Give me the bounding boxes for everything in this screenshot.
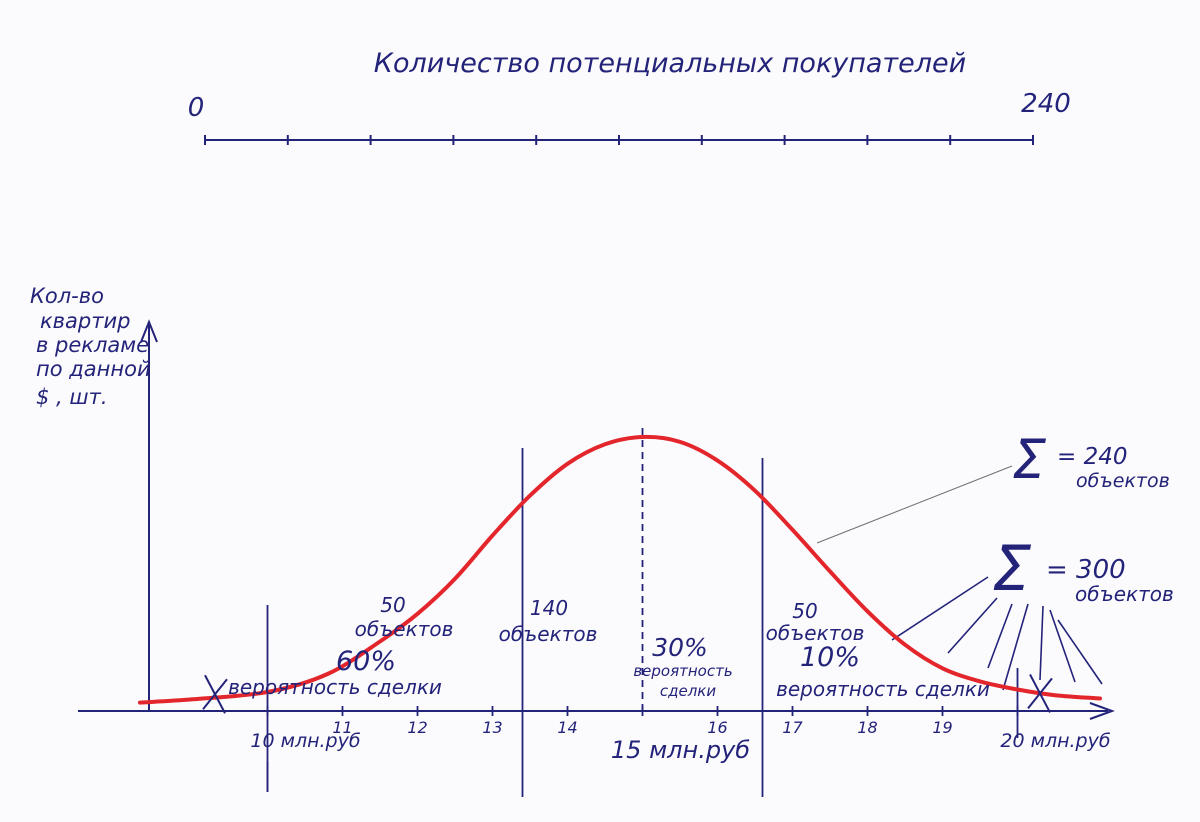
- excluded-zone-marks: [202, 673, 1053, 714]
- region-right-objects: объектов: [766, 621, 865, 645]
- x-tick-label: 15 млн.руб: [611, 736, 750, 764]
- x-tick-label: 18: [857, 718, 877, 737]
- region-center-count: 140: [530, 596, 568, 620]
- ylabel-line-2: квартир: [40, 309, 130, 333]
- sum-300-unit: объектов: [1075, 582, 1174, 606]
- region-center: 140 объектов 30% вероятность сделки: [499, 596, 733, 700]
- sum-300: Σ = 300 объектов: [992, 532, 1174, 606]
- region-left: 50 объектов 60% вероятность сделки: [228, 593, 453, 699]
- region-left-prob-label: вероятность сделки: [228, 675, 442, 699]
- region-left-probability: 60%: [336, 646, 396, 677]
- demand-curve: [138, 434, 1102, 705]
- axes: [78, 319, 1115, 720]
- region-center-objects: объектов: [499, 622, 598, 646]
- sum-240: Σ = 240 объектов: [1012, 428, 1170, 492]
- ylabel-line-4: по данной: [36, 357, 151, 381]
- x-tick-label: 10 млн.руб: [250, 730, 360, 752]
- region-center-prob-label-1: вероятность: [633, 662, 732, 680]
- sum-300-pointer-1: [891, 576, 989, 641]
- sum-240-value: = 240: [1057, 444, 1127, 470]
- region-left-count: 50: [380, 593, 405, 617]
- x-tick-label: 11: [332, 718, 352, 737]
- x-tick-label: 17: [782, 718, 803, 737]
- ink-pointers: [891, 576, 1103, 691]
- x-axis-arrow: [1089, 702, 1115, 720]
- sum-300-value: = 300: [1046, 555, 1126, 585]
- buyers-scale-ticks: [204, 135, 1034, 145]
- region-right-probability: 10%: [800, 642, 860, 673]
- x-tick-label: 12: [407, 718, 427, 737]
- y-axis-label: Кол-во квартир в рекламе по данной $ , ш…: [30, 284, 151, 409]
- chart-title: Количество потенциальных покупателей: [374, 48, 966, 79]
- region-center-probability: 30%: [652, 633, 708, 662]
- y-axis-arrow: [140, 319, 158, 343]
- sum-300-pointer-7: [1057, 619, 1103, 685]
- sum-240-symbol: Σ: [1012, 428, 1047, 491]
- sum-300-pointer-5: [1039, 605, 1044, 681]
- buyers-min-label: 0: [188, 93, 205, 123]
- ylabel-line-3: в рекламе: [36, 333, 149, 357]
- region-right-prob-label: вероятность сделки: [776, 677, 990, 701]
- x-tick-label: 13: [482, 718, 502, 737]
- region-right: 50 объектов 10% вероятность сделки: [766, 599, 990, 701]
- excluded-x-stroke: [202, 678, 228, 710]
- pencil-pointers: [816, 465, 1013, 544]
- sum-300-pointer-6: [1049, 609, 1076, 683]
- region-right-count: 50: [792, 599, 817, 623]
- sum-300-pointer-3: [987, 603, 1013, 669]
- sum-300-symbol: Σ: [992, 532, 1032, 605]
- x-axis-ticks: [266, 706, 1019, 716]
- sum-300-pointer-2: [947, 597, 998, 654]
- sum-240-pointer: [816, 465, 1013, 544]
- ylabel-line-5: $ , шт.: [36, 385, 108, 409]
- sum-300-pointer-4: [1002, 603, 1029, 691]
- x-tick-label: 19: [932, 718, 952, 737]
- x-tick-label: 14: [557, 718, 577, 737]
- region-dividers: [266, 428, 1019, 797]
- sum-240-unit: объектов: [1076, 470, 1170, 492]
- buyers-max-label: 240: [1021, 89, 1071, 119]
- ylabel-line-1: Кол-во: [30, 284, 104, 308]
- buyers-scale: Количество потенциальных покупателей 0 2…: [188, 48, 1071, 145]
- x-tick-label: 20 млн.руб: [1000, 730, 1110, 752]
- region-left-objects: объектов: [355, 617, 454, 641]
- excluded-x-stroke: [1027, 677, 1053, 710]
- region-center-prob-label-2: сделки: [660, 682, 716, 700]
- x-tick-label: 16: [707, 718, 727, 737]
